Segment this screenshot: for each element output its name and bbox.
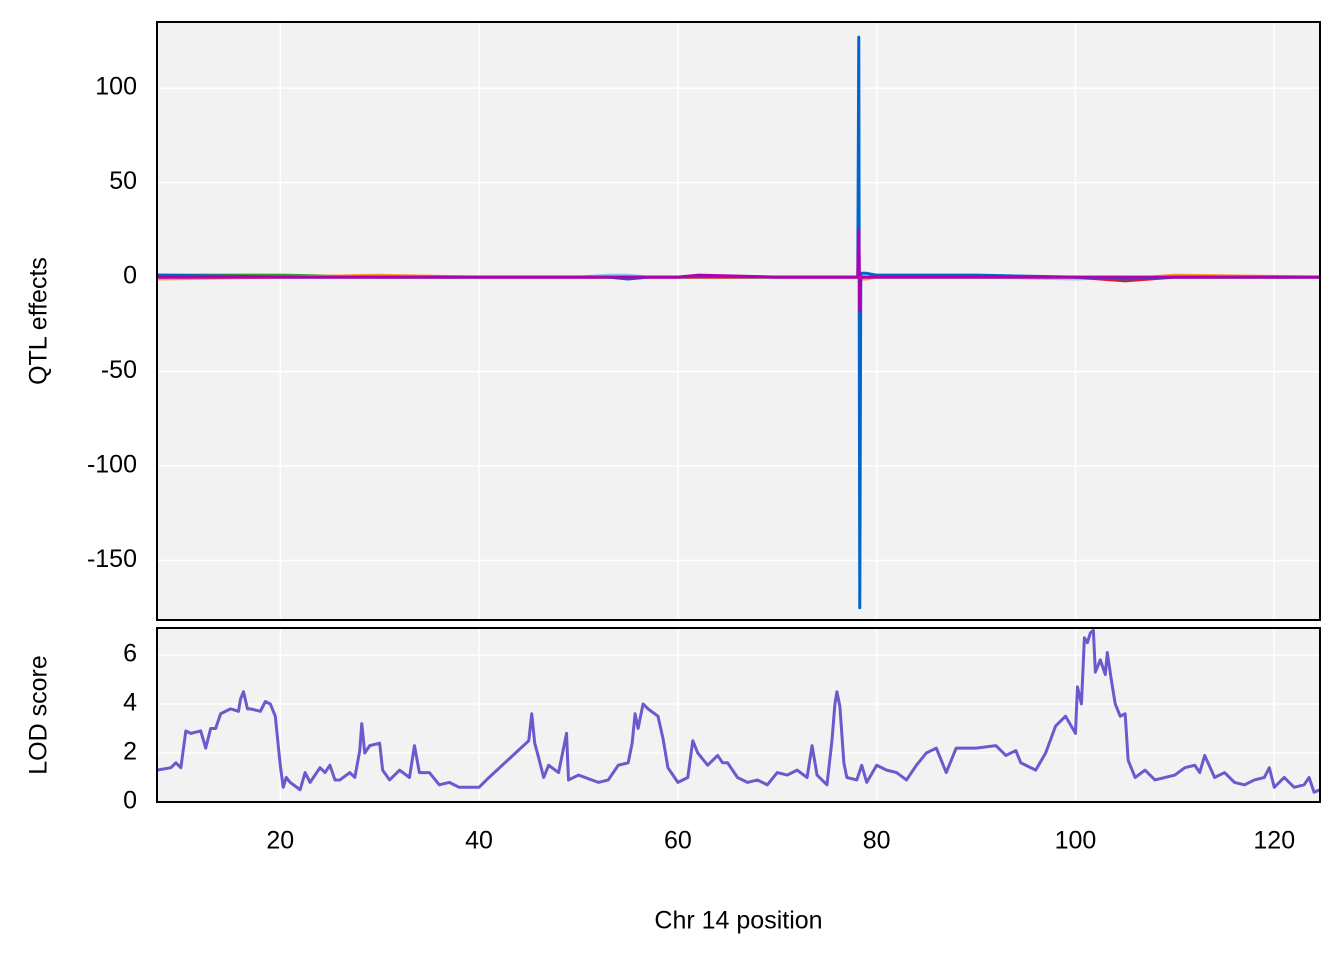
plot-frame bbox=[156, 21, 1321, 621]
y-tick-label: -100 bbox=[87, 451, 137, 479]
plot-background bbox=[157, 22, 1320, 620]
y-tick-label: 2 bbox=[123, 738, 137, 766]
x-tick-label: 20 bbox=[266, 827, 294, 855]
series-line bbox=[157, 228, 1320, 313]
y-tick-label: 0 bbox=[123, 787, 137, 815]
y-axis-label: QTL effects bbox=[25, 257, 53, 385]
x-tick-label: 60 bbox=[664, 827, 692, 855]
series-line bbox=[156, 628, 1321, 794]
y-axis-label: LOD score bbox=[25, 655, 53, 774]
x-tick-label: 40 bbox=[465, 827, 493, 855]
plot-frame bbox=[156, 627, 1321, 803]
x-tick-label: 120 bbox=[1253, 827, 1295, 855]
x-tick-label: 100 bbox=[1055, 827, 1097, 855]
y-tick-label: 100 bbox=[95, 73, 137, 101]
x-axis-label: Chr 14 position bbox=[654, 907, 822, 935]
y-tick-label: -150 bbox=[87, 545, 137, 573]
x-tick-label: 80 bbox=[863, 827, 891, 855]
plot-background bbox=[157, 628, 1320, 802]
y-tick-label: 0 bbox=[123, 262, 137, 290]
y-tick-label: 6 bbox=[123, 640, 137, 668]
y-tick-label: -50 bbox=[101, 356, 137, 384]
y-tick-label: 4 bbox=[123, 689, 137, 717]
y-tick-label: 50 bbox=[109, 167, 137, 195]
